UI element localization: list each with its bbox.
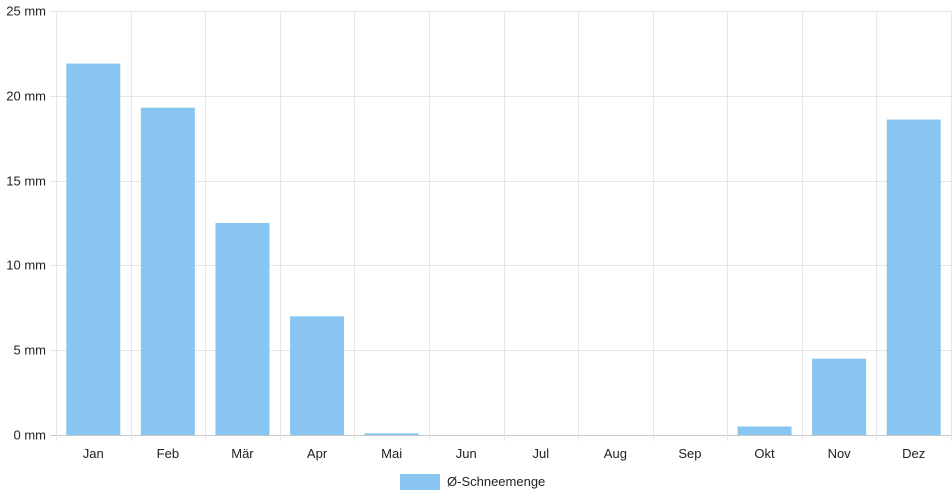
- x-tick-label: Jun: [456, 446, 477, 461]
- y-tick-label: 25 mm: [6, 4, 46, 19]
- bar-nov[interactable]: [812, 358, 867, 435]
- bar-feb[interactable]: [140, 107, 195, 436]
- bar-mai[interactable]: [364, 433, 419, 435]
- x-tick-label: Feb: [157, 446, 179, 461]
- legend-swatch: [400, 474, 440, 490]
- x-tick-label: Aug: [604, 446, 627, 461]
- bar-apr[interactable]: [290, 316, 345, 435]
- legend-label: Ø-Schneemenge: [447, 474, 545, 489]
- y-tick-label: 5 mm: [14, 343, 47, 358]
- x-tick-label: Dez: [902, 446, 925, 461]
- grid-layer: [50, 11, 952, 441]
- x-tick-label: Jan: [83, 446, 104, 461]
- x-tick-label: Jul: [532, 446, 549, 461]
- axis-layer: 0 mm 5 mm 10 mm 15 mm 20 mm 25 mm Jan Feb Mär Apr…: [6, 4, 925, 462]
- x-tick-label: Nov: [828, 446, 852, 461]
- x-tick-label: Sep: [678, 446, 701, 461]
- bar-jan[interactable]: [66, 63, 121, 435]
- x-tick-label: Mär: [231, 446, 254, 461]
- bar-okt[interactable]: [737, 426, 792, 435]
- legend[interactable]: Ø-Schneemenge: [400, 474, 545, 490]
- y-tick-label: 10 mm: [6, 258, 46, 273]
- bar-mär[interactable]: [215, 223, 270, 435]
- x-tick-label: Okt: [754, 446, 775, 461]
- x-tick-label: Apr: [307, 446, 328, 461]
- bar-dez[interactable]: [886, 119, 941, 435]
- y-tick-label: 0 mm: [14, 428, 47, 443]
- y-tick-label: 20 mm: [6, 89, 46, 104]
- x-tick-label: Mai: [381, 446, 402, 461]
- y-tick-label: 15 mm: [6, 174, 46, 189]
- bars-layer: [66, 63, 941, 436]
